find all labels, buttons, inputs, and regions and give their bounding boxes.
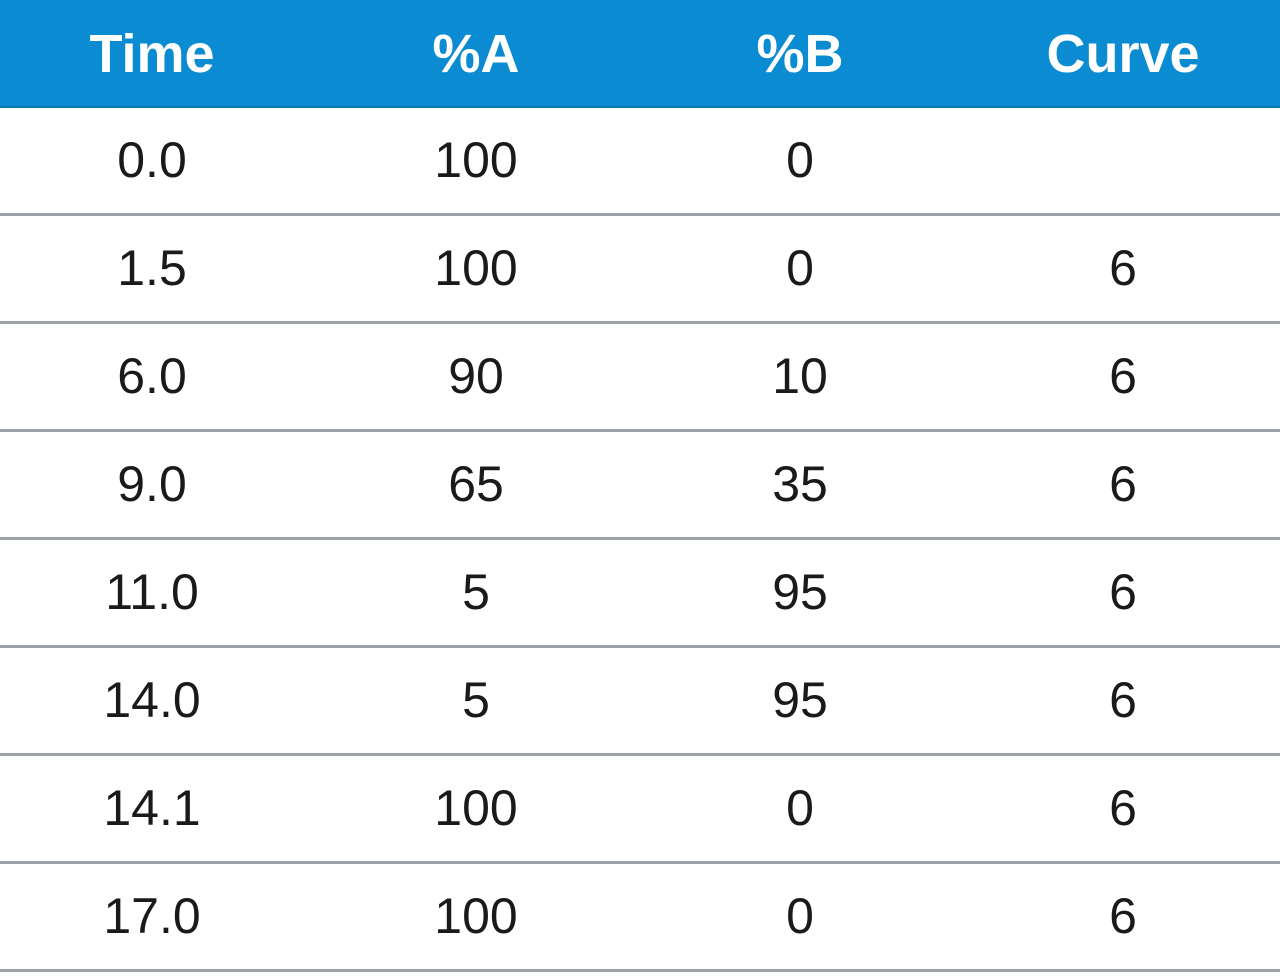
cell-time: 14.1 — [103, 780, 201, 836]
cell-percent-b: 95 — [772, 672, 828, 728]
cell-percent-b: 10 — [772, 348, 828, 404]
cell-percent-a: 90 — [448, 348, 504, 404]
cell-curve: 6 — [1109, 888, 1137, 944]
cell-curve: 6 — [1109, 780, 1137, 836]
cell-percent-b: 95 — [772, 564, 828, 620]
cell-percent-a: 5 — [462, 564, 490, 620]
table-row: 0.0 100 0 — [0, 108, 1280, 216]
cell-percent-a: 65 — [448, 456, 504, 512]
cell-curve: 6 — [1109, 348, 1137, 404]
cell-time: 11.0 — [105, 564, 199, 620]
header-time: Time — [89, 24, 215, 84]
cell-percent-a: 100 — [434, 780, 518, 836]
cell-percent-a: 100 — [434, 132, 518, 188]
cell-percent-b: 0 — [786, 132, 814, 188]
table-row: 6.0 90 10 6 — [0, 324, 1280, 432]
cell-percent-b: 0 — [786, 888, 814, 944]
header-percent-a: %A — [432, 24, 520, 84]
cell-time: 0.0 — [117, 132, 187, 188]
cell-percent-b: 0 — [786, 240, 814, 296]
cell-time: 14.0 — [103, 672, 201, 728]
cell-percent-a: 5 — [462, 672, 490, 728]
cell-curve: 6 — [1109, 456, 1137, 512]
table-row: 14.1 100 0 6 — [0, 756, 1280, 864]
table-row: 11.0 5 95 6 — [0, 540, 1280, 648]
cell-time: 9.0 — [117, 456, 187, 512]
table-row: 14.0 5 95 6 — [0, 648, 1280, 756]
cell-percent-b: 35 — [772, 456, 828, 512]
cell-percent-a: 100 — [434, 888, 518, 944]
table-header: Time %A %B Curve — [0, 0, 1280, 108]
header-curve: Curve — [1046, 24, 1200, 84]
cell-percent-a: 100 — [434, 240, 518, 296]
table-row: 17.0 100 0 6 — [0, 864, 1280, 972]
cell-curve: 6 — [1109, 564, 1137, 620]
cell-time: 1.5 — [117, 240, 187, 296]
cell-time: 17.0 — [103, 888, 201, 944]
cell-curve: 6 — [1109, 672, 1137, 728]
header-percent-b: %B — [756, 24, 844, 84]
cell-time: 6.0 — [117, 348, 187, 404]
cell-percent-b: 0 — [786, 780, 814, 836]
table-row: 1.5 100 0 6 — [0, 216, 1280, 324]
table-row: 9.0 65 35 6 — [0, 432, 1280, 540]
cell-curve: 6 — [1109, 240, 1137, 296]
